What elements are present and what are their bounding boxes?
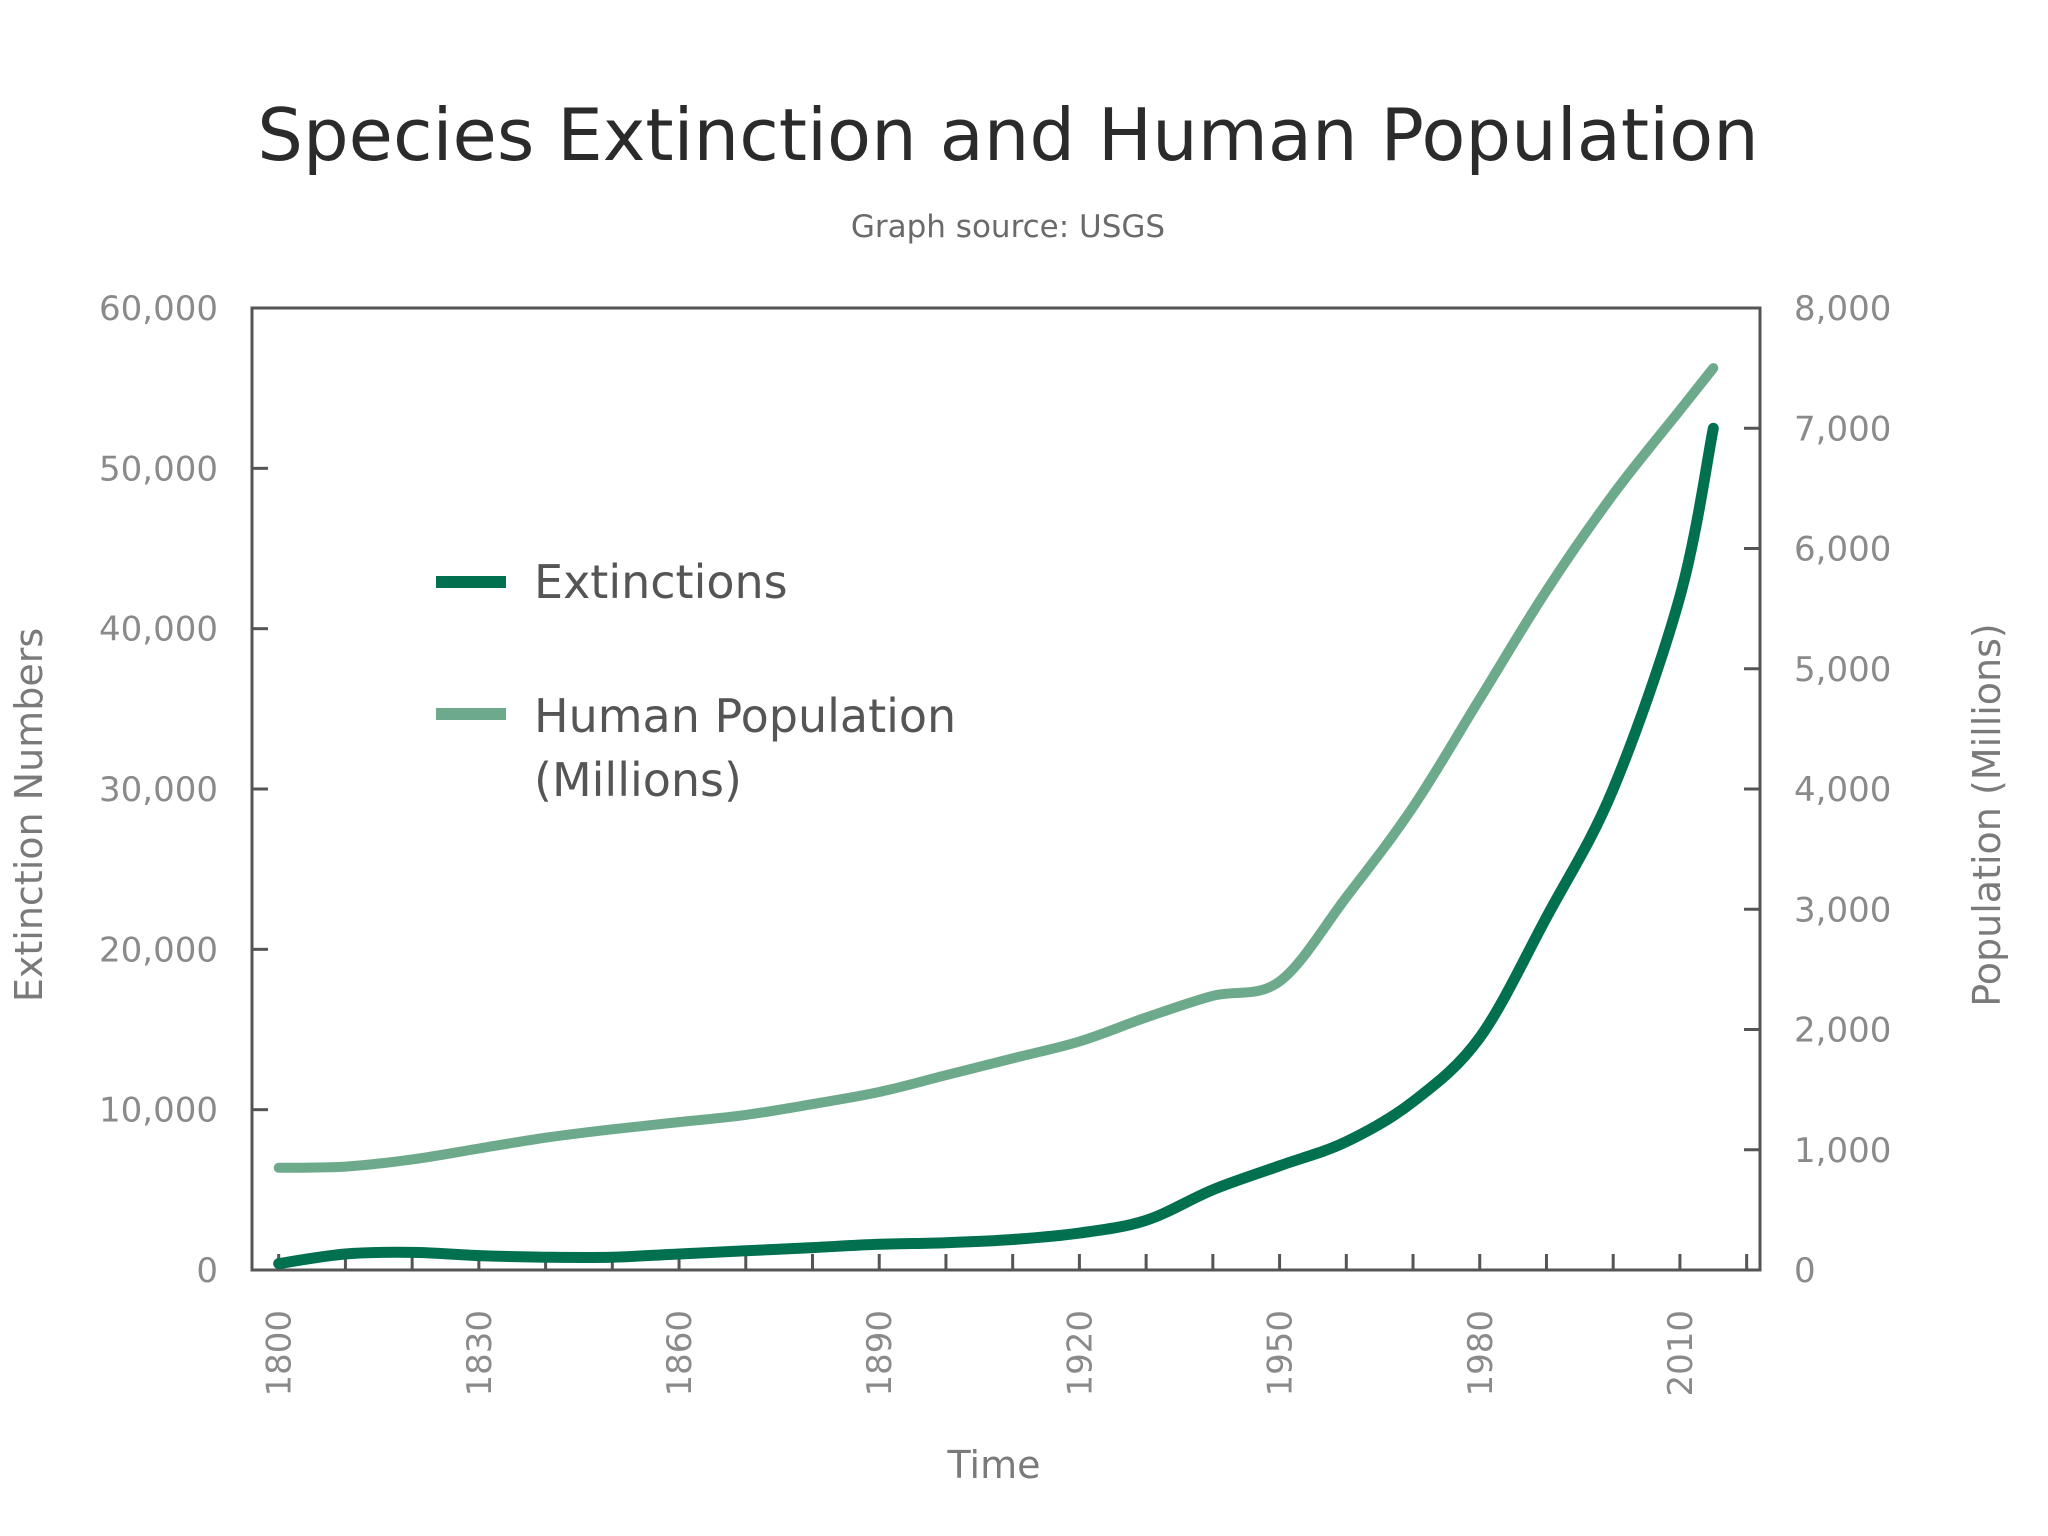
left-tick-label: 40,000 (99, 610, 218, 650)
right-tick-label: 8,000 (1794, 289, 1891, 329)
left-tick-label: 0 (196, 1251, 218, 1291)
x-tick-label: 1830 (460, 1310, 500, 1397)
left-axis-ticks: 0 10,000 20,000 30,000 40,000 50,000 60,000 (99, 289, 268, 1291)
left-tick-label: 10,000 (99, 1091, 218, 1131)
right-tick-label: 3,000 (1794, 890, 1891, 930)
legend-label-population-line1: Human Population (534, 689, 956, 743)
right-tick-label: 1,000 (1794, 1131, 1891, 1171)
legend-label-extinctions: Extinctions (534, 555, 788, 609)
x-axis-ticks: 1800 1830 1860 1890 1920 1950 1980 2010 (260, 1254, 1749, 1397)
y-axis-label-left: Extinction Numbers (7, 628, 51, 1002)
right-tick-label: 6,000 (1794, 530, 1891, 570)
x-tick-label: 1890 (860, 1310, 900, 1397)
x-tick-label: 1950 (1261, 1310, 1301, 1397)
series-line-extinctions (273, 422, 1719, 1270)
x-tick-label: 1800 (260, 1310, 300, 1397)
left-tick-label: 30,000 (99, 770, 218, 810)
x-tick-label: 2010 (1661, 1310, 1701, 1397)
right-tick-label: 4,000 (1794, 770, 1891, 810)
chart-subtitle: Graph source: USGS (851, 209, 1165, 245)
legend-label-population-line2: (Millions) (534, 753, 742, 807)
plot-frame (250, 306, 1762, 1272)
right-tick-label: 5,000 (1794, 650, 1891, 690)
series-layer (273, 363, 1719, 1270)
right-tick-label: 2,000 (1794, 1011, 1891, 1051)
series-line-population (273, 363, 1719, 1173)
x-axis-label: Time (947, 1443, 1041, 1487)
right-tick-label: 7,000 (1794, 409, 1891, 449)
right-axis-ticks: 0 1,000 2,000 3,000 4,000 5,000 6,000 7,000 8,00… (1744, 289, 1891, 1291)
y-axis-label-right: Population (Millions) (1965, 623, 2009, 1007)
left-tick-label: 50,000 (99, 449, 218, 489)
right-tick-label: 0 (1794, 1251, 1816, 1291)
x-tick-label: 1860 (660, 1310, 700, 1397)
legend: Extinctions Human Population (Millions) (436, 555, 971, 807)
x-tick-label: 1920 (1060, 1310, 1100, 1397)
legend-label-population: Human Population (Millions) (534, 689, 971, 807)
x-tick-label: 1980 (1461, 1310, 1501, 1397)
chart-title: Species Extinction and Human Population (257, 93, 1759, 177)
left-tick-label: 20,000 (99, 930, 218, 970)
left-tick-label: 60,000 (99, 289, 218, 329)
